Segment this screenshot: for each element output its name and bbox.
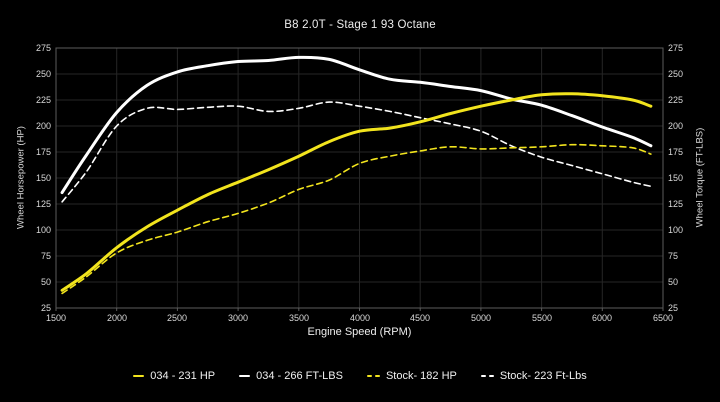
- y-tick-label-right: 125: [668, 199, 684, 209]
- y-tick-label-right: 250: [668, 69, 684, 79]
- legend-dash: [239, 374, 251, 378]
- y-tick-label-right: 175: [668, 147, 684, 157]
- legend-dash: [480, 374, 486, 378]
- y-tick-label-right: 275: [668, 43, 684, 53]
- legend-item-034-torque: 034 - 266 FT-LBS: [239, 370, 343, 382]
- chart-title: B8 2.0T - Stage 1 93 Octane: [284, 19, 436, 31]
- legend-dash: [133, 374, 145, 378]
- y-tick-label-right: 75: [668, 251, 679, 261]
- legend-label: 034 - 231 HP: [150, 370, 216, 382]
- y-tick-label-right: 150: [668, 173, 684, 183]
- legend-marker-solid-yellow: [133, 374, 145, 378]
- y-tick-label-left: 75: [40, 251, 51, 261]
- legend-dash: [488, 374, 494, 378]
- legend-label: 034 - 266 FT-LBS: [256, 370, 343, 382]
- y-tick-label-left: 125: [35, 199, 51, 209]
- y-tick-label-left: 225: [35, 95, 51, 105]
- legend-marker-dashed-yellow: [366, 374, 380, 378]
- legend-marker-dashed-white: [480, 374, 494, 378]
- x-tick-label: 3000: [227, 313, 249, 323]
- x-axis-label: Engine Speed (RPM): [307, 326, 412, 338]
- plot-area: [55, 47, 664, 311]
- y-tick-label-left: 200: [35, 121, 51, 131]
- x-tick-label: 5000: [470, 313, 492, 323]
- legend-marker-solid-white: [239, 374, 251, 378]
- curve-stock-torque: [61, 101, 652, 203]
- legend-item-034-hp: 034 - 231 HP: [133, 370, 215, 382]
- legend-item-stock-torque: Stock- 223 Ft-Lbs: [480, 370, 587, 382]
- legend-dash: [366, 374, 372, 378]
- y-tick-label-left: 175: [35, 147, 51, 157]
- y-tick-label-left: 100: [35, 225, 51, 235]
- y-tick-label-right: 225: [668, 95, 684, 105]
- x-tick-label: 4500: [409, 313, 431, 323]
- curve-stock-hp: [61, 143, 652, 295]
- y-tick-label-right: 25: [668, 303, 679, 313]
- y-tick-label-left: 275: [35, 43, 51, 53]
- y-axis-label-left: Wheel Horsepower (HP): [15, 126, 27, 229]
- y-tick-label-left: 50: [40, 277, 51, 287]
- legend: 034 - 231 HP 034 - 266 FT-LBS Stock- 182 H…: [0, 370, 720, 382]
- x-tick-label: 2000: [106, 313, 128, 323]
- x-tick-label: 2500: [166, 313, 188, 323]
- y-tick-label-right: 200: [668, 121, 684, 131]
- legend-label: Stock- 223 Ft-Lbs: [499, 370, 587, 382]
- x-tick-label: 5500: [531, 313, 553, 323]
- y-tick-label-right: 50: [668, 277, 679, 287]
- y-tick-label-left: 250: [35, 69, 51, 79]
- x-tick-label: 4000: [349, 313, 371, 323]
- y-tick-label-left: 150: [35, 173, 51, 183]
- x-tick-label: 3500: [288, 313, 310, 323]
- curve-034-hp: [60, 92, 653, 292]
- x-tick-label: 6000: [591, 313, 613, 323]
- legend-item-stock-hp: Stock- 182 HP: [366, 370, 457, 382]
- x-tick-label: 6500: [652, 313, 674, 323]
- y-tick-label-right: 100: [668, 225, 684, 235]
- y-tick-label-left: 25: [40, 303, 51, 313]
- legend-label: Stock- 182 HP: [385, 370, 457, 382]
- plot-svg: [55, 47, 664, 311]
- x-tick-label: 1500: [45, 313, 67, 323]
- curve-034-torque: [60, 55, 653, 195]
- y-axis-label-right: Wheel Torque (FT-LBS): [694, 127, 706, 228]
- legend-dash: [374, 374, 380, 378]
